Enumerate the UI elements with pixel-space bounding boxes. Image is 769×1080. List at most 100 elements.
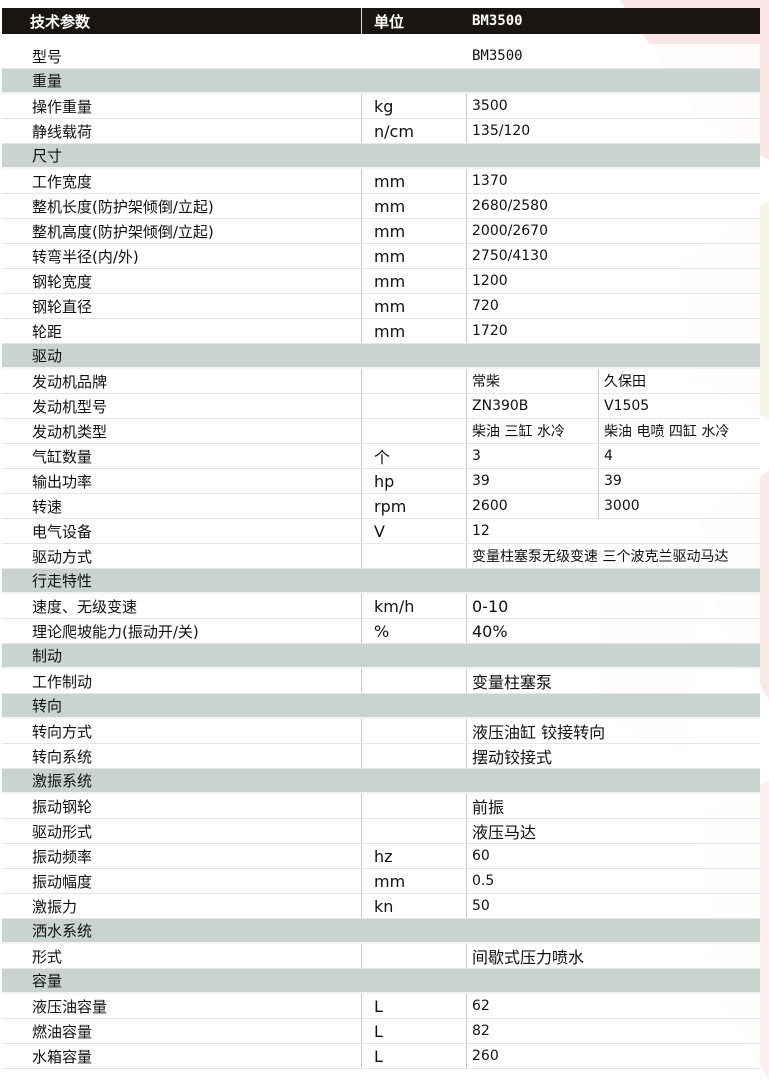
row-label: 整机高度(防护架倾倒/立起): [2, 219, 362, 243]
row-value: 62: [472, 998, 490, 1014]
row-value: 3000: [604, 498, 640, 514]
row-unit: L: [362, 1044, 467, 1068]
table-row: 转向方式 液压油缸 铰接转向: [2, 719, 760, 744]
section-row: 洒水系统: [2, 919, 760, 944]
row-label: 燃油容量: [2, 1019, 362, 1043]
row-unit: hp: [362, 469, 467, 493]
row-unit: 个: [362, 444, 467, 468]
spec-table: 型号 BM3500 重量 操作重量 kg 3500 静线载荷 n/cm 135/120 尺寸 工作宽…: [2, 44, 760, 1069]
section-row: 转向: [2, 694, 760, 719]
row-label: 转弯半径(内/外): [2, 244, 362, 268]
row-unit: [362, 819, 467, 843]
table-row: 振动幅度 mm 0.5: [2, 869, 760, 894]
row-unit: %: [362, 619, 467, 643]
table-row: 电气设备 V 12: [2, 519, 760, 544]
row-unit: kg: [362, 94, 467, 118]
table-row: 钢轮宽度 mm 1200: [2, 269, 760, 294]
row-label: 工作制动: [2, 669, 362, 693]
table-row: 液压油容量 L 62: [2, 994, 760, 1019]
row-value: 柴油 三缸 水冷: [467, 419, 599, 443]
row-unit: mm: [362, 169, 467, 193]
row-label: 理论爬坡能力(振动开/关): [2, 619, 362, 643]
row-label: 轮距: [2, 319, 362, 343]
row-unit: rpm: [362, 494, 467, 518]
row-value: 前振: [472, 798, 505, 817]
table-row: 驱动形式 液压马达: [2, 819, 760, 844]
row-value: 柴油 电喷 四缸 水冷: [604, 424, 730, 440]
row-label: 发动机品牌: [2, 369, 362, 393]
section-row: 行走特性: [2, 569, 760, 594]
section-row: 容量: [2, 969, 760, 994]
row-value: 变量柱塞泵无级变速 三个波克兰驱动马达: [472, 549, 729, 565]
row-label: 输出功率: [2, 469, 362, 493]
row-unit: [362, 544, 467, 568]
row-label: 电气设备: [2, 519, 362, 543]
table-header: 技术参数 单位 BM3500: [2, 8, 760, 34]
row-value: V1505: [604, 398, 650, 414]
row-value: 常柴: [467, 369, 599, 393]
row-label: 型号: [32, 47, 63, 66]
section-row: 激振系统: [2, 769, 760, 794]
header-model: BM3500: [472, 13, 523, 29]
header-param: 技术参数: [2, 8, 362, 34]
row-label: 振动频率: [2, 844, 362, 868]
section-row: 驱动: [2, 344, 760, 369]
table-row: 工作宽度 mm 1370: [2, 169, 760, 194]
row-label: 钢轮宽度: [2, 269, 362, 293]
row-value: 0.5: [472, 873, 495, 889]
row-label: 工作宽度: [2, 169, 362, 193]
row-label: 气缸数量: [2, 444, 362, 468]
row-label: 转速: [2, 494, 362, 518]
row-label: 激振力: [2, 894, 362, 918]
row-value: 液压马达: [472, 823, 537, 842]
section-title: 行走特性: [32, 572, 93, 590]
row-label: 液压油容量: [2, 994, 362, 1018]
row-label: 整机长度(防护架倾倒/立起): [2, 194, 362, 218]
row-value: 40%: [472, 621, 508, 641]
row-label: 驱动形式: [2, 819, 362, 843]
row-unit: mm: [362, 244, 467, 268]
section-title: 转向: [32, 697, 63, 715]
table-row: 轮距 mm 1720: [2, 319, 760, 344]
row-value: 82: [472, 1023, 490, 1039]
section-title: 驱动: [32, 347, 63, 365]
row-unit: mm: [362, 869, 467, 893]
row-value: 1200: [472, 273, 508, 289]
table-row: 发动机品牌 常柴 久保田: [2, 369, 760, 394]
table-row: 振动频率 hz 60: [2, 844, 760, 869]
row-value: 间歇式压力喷水: [472, 948, 585, 967]
section-row: 制动: [2, 644, 760, 669]
table-row: 钢轮直径 mm 720: [2, 294, 760, 319]
row-unit: mm: [362, 194, 467, 218]
row-unit: mm: [362, 319, 467, 343]
row-unit: n/cm: [362, 119, 467, 143]
table-row: 操作重量 kg 3500: [2, 94, 760, 119]
row-unit: [362, 669, 467, 693]
row-unit: [362, 369, 467, 393]
row-label: 转向方式: [2, 719, 362, 743]
row-value: 2000/2670: [472, 223, 548, 239]
row-unit: [362, 794, 467, 818]
row-value: 3500: [472, 98, 508, 114]
row-unit: [362, 744, 467, 768]
section-title: 容量: [32, 972, 63, 990]
row-label: 振动钢轮: [2, 794, 362, 818]
row-unit: [362, 719, 467, 743]
section-title: 重量: [32, 72, 63, 90]
row-value: 720: [472, 298, 499, 314]
row-value: 50: [472, 898, 490, 914]
row-label: 发动机型号: [2, 394, 362, 418]
table-row: 发动机类型 柴油 三缸 水冷 柴油 电喷 四缸 水冷: [2, 419, 760, 444]
row-value: 2600: [467, 494, 599, 518]
table-row: 发动机型号 ZN390B V1505: [2, 394, 760, 419]
row-label: 形式: [2, 944, 362, 968]
row-label: 转向系统: [2, 744, 362, 768]
row-label: 钢轮直径: [2, 294, 362, 318]
row-label: 速度、无级变速: [2, 594, 362, 618]
table-row: 转速 rpm 2600 3000: [2, 494, 760, 519]
table-row: 静线载荷 n/cm 135/120: [2, 119, 760, 144]
row-value: ZN390B: [467, 394, 599, 418]
row-label: 发动机类型: [2, 419, 362, 443]
table-row: 燃油容量 L 82: [2, 1019, 760, 1044]
row-label: 静线载荷: [2, 119, 362, 143]
